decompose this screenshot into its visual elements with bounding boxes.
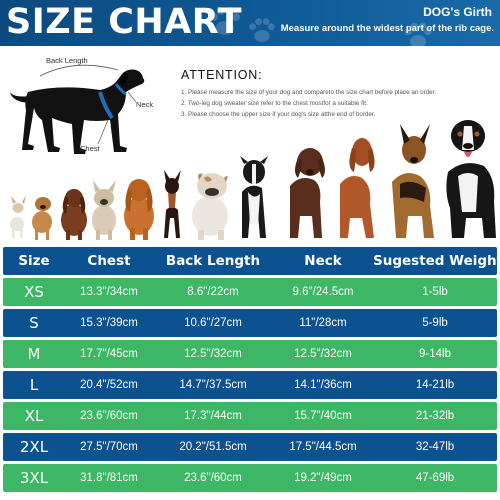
attention-notes: ATTENTION: 1. Please measure the size of… — [181, 68, 496, 120]
attention-item: 2. Two-leg dog sweater size refer to the… — [181, 100, 368, 107]
neck-cell: 15.7"/40cm — [294, 409, 352, 422]
chihuahua-dog-icon — [10, 195, 26, 238]
header-cell-neck: Neck — [304, 252, 342, 269]
back-length-cell: 12.5"/32cm — [184, 347, 242, 360]
back-length-label: Back Length — [46, 56, 88, 65]
neck-cell: 19.2"/49cm — [294, 471, 352, 484]
neck-cell: 11"/28cm — [299, 316, 347, 329]
header-cell-size: Size — [18, 252, 50, 269]
paw-print-icon — [249, 18, 275, 43]
labrador-dog-icon — [290, 148, 325, 238]
weight-cell: 32-47lb — [415, 440, 455, 453]
dog-silhouette-icon — [10, 64, 145, 154]
girth-title: DOG's Girth — [423, 5, 492, 19]
chest-cell: 17.7"/45cm — [80, 347, 138, 360]
girth-subtitle: Measure around the widest part of the ri… — [280, 23, 494, 34]
chest-cell: 23.6"/60cm — [80, 409, 138, 422]
page-title: SIZE CHART — [6, 2, 243, 42]
size-cell: L — [29, 375, 39, 394]
attention-title: ATTENTION: — [181, 68, 263, 82]
back-length-cell: 8.6"/22cm — [187, 285, 239, 298]
english-bulldog-icon — [192, 173, 228, 240]
chest-label: Chest — [80, 144, 100, 153]
weight-cell: 21-32lb — [415, 409, 455, 422]
bernese-mountain-dog-icon — [446, 120, 496, 238]
weight-cell: 47-69lb — [415, 471, 455, 484]
neck-cell: 17.5"/44.5cm — [289, 440, 357, 453]
chest-cell: 15.3"/39cm — [80, 316, 138, 329]
neck-cell: 12.5"/32cm — [294, 347, 352, 360]
dog-breeds-lineup — [0, 112, 500, 244]
miniature-pinscher-icon — [164, 170, 181, 238]
cocker-spaniel-icon — [124, 179, 154, 240]
small-dog-icon — [32, 197, 52, 240]
header-cell-chest: Chest — [87, 252, 131, 269]
size-cell: S — [29, 313, 39, 332]
back-length-cell: 23.6"/60cm — [184, 471, 242, 484]
weight-cell: 9-14lb — [419, 347, 451, 360]
chest-cell: 20.4"/52cm — [80, 378, 138, 391]
weight-cell: 5-9lb — [422, 316, 448, 329]
chest-cell: 13.3"/34cm — [80, 285, 138, 298]
weight-cell: 14-21lb — [415, 378, 455, 391]
neck-cell: 14.1"/36cm — [294, 378, 352, 391]
size-cell: 2XL — [19, 437, 49, 456]
table-row: L 20.4"/52cm 14.7"/37.5cm 14.1"/36cm 14-… — [3, 371, 497, 399]
size-cell: XL — [24, 406, 44, 425]
attention-item: 3. Please choose the upper size if your … — [181, 111, 376, 118]
attention-item: 1. Please measure the size of your dog a… — [181, 89, 437, 96]
dachshund-dog-icon — [61, 189, 87, 240]
neck-cell: 9.6"/24.5cm — [292, 285, 354, 298]
header-cell-back-length: Back Length — [165, 252, 261, 269]
size-cell: M — [27, 344, 41, 363]
setter-dog-icon — [340, 138, 375, 238]
size-cell: 3XL — [19, 468, 49, 487]
table-row: M 17.7"/45cm 12.5"/32cm 12.5"/32cm 9-14l… — [3, 340, 497, 368]
table-row: XL 23.6"/60cm 17.3"/44cm 15.7"/40cm 21-3… — [3, 402, 497, 430]
border-collie-icon — [240, 156, 268, 238]
back-length-cell: 14.7"/37.5cm — [179, 378, 247, 391]
back-length-cell: 10.6"/27cm — [184, 316, 242, 329]
paw-print-icon — [210, 7, 240, 35]
header-banner: SIZE CHART DOG's Girth Measure around th… — [0, 0, 500, 46]
neck-label: Neck — [136, 100, 154, 109]
table-row: S 15.3"/39cm 10.6"/27cm 11"/28cm 5-9lb — [3, 309, 497, 337]
back-length-cell: 20.2"/51.5cm — [179, 440, 247, 453]
weight-cell: 1-5lb — [422, 285, 448, 298]
french-bulldog-icon — [92, 180, 116, 240]
size-cell: XS — [24, 282, 44, 301]
chest-cell: 27.5"/70cm — [80, 440, 138, 453]
table-row: 3XL 31.8"/81cm 23.6"/60cm 19.2"/49cm 47-… — [3, 464, 497, 492]
back-length-cell: 17.3"/44cm — [184, 409, 242, 422]
german-shepherd-icon — [392, 124, 434, 238]
paw-print-icon — [404, 22, 432, 46]
table-row: 2XL 27.5"/70cm 20.2"/51.5cm 17.5"/44.5cm… — [3, 433, 497, 461]
header-cell-weight: Sugested Weight — [373, 252, 500, 269]
table-header-row: Size Chest Back Length Neck Sugested Wei… — [3, 247, 500, 275]
measurement-diagram: Back Length Neck Chest — [0, 48, 175, 168]
chest-cell: 31.8"/81cm — [80, 471, 138, 484]
table-row: XS 13.3"/34cm 8.6"/22cm 9.6"/24.5cm 1-5l… — [3, 278, 497, 306]
